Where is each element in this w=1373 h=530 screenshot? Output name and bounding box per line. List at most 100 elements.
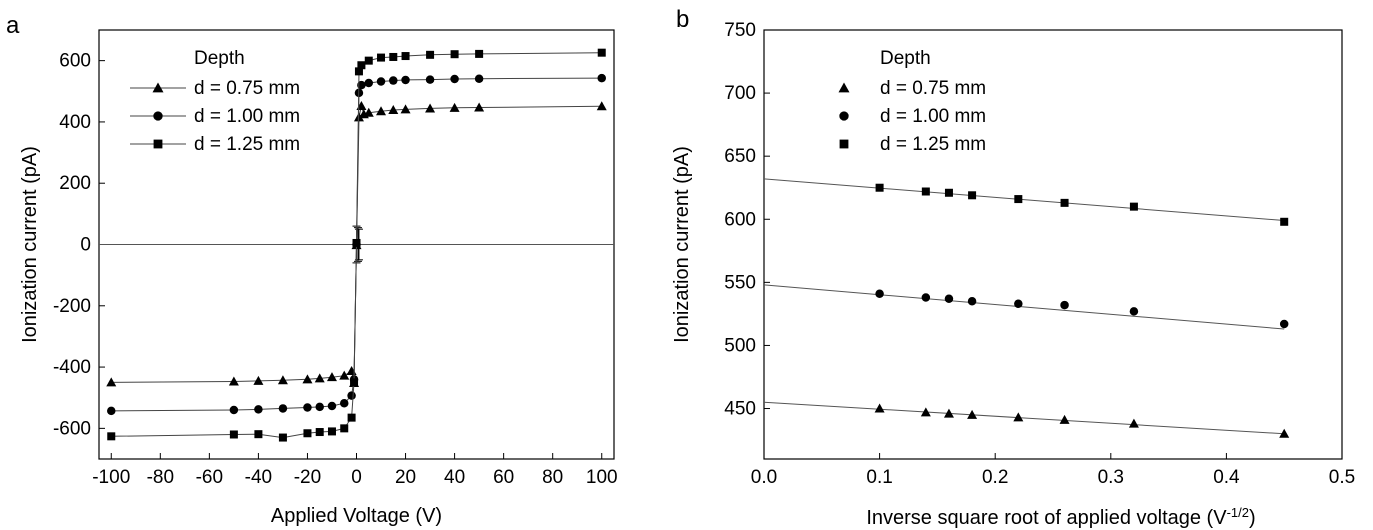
a-series-3-point — [401, 52, 410, 61]
a-y-axis-label: Ionization current (pA) — [19, 146, 41, 343]
a-y-tick-label: 200 — [59, 173, 91, 194]
a-legend-marker — [152, 82, 164, 93]
b-fit-line-2 — [763, 284, 1285, 330]
b-plot-frame — [763, 29, 1343, 460]
b-series-2-point — [1060, 300, 1069, 310]
b-x-tick-label: 0.4 — [1213, 467, 1240, 488]
b-legend-label: d = 1.00 mm — [880, 106, 986, 127]
a-series-2-point — [254, 405, 263, 414]
b-series-1-point — [1128, 418, 1139, 428]
b-y-tick-label: 750 — [724, 20, 756, 41]
b-series-1-point — [1059, 414, 1070, 424]
a-x-tick-label: -40 — [245, 467, 272, 488]
b-x-tick-label: 0.2 — [982, 467, 1008, 488]
a-legend-label: d = 0.75 mm — [194, 78, 300, 99]
a-series-1-point — [388, 104, 399, 114]
b-series-2-point — [1014, 299, 1023, 309]
a-x-tick-label: -60 — [196, 467, 223, 488]
a-y-tick-label: 600 — [59, 51, 91, 72]
a-y-tick-label: 400 — [59, 112, 91, 133]
b-x-tick-label: 0.3 — [1098, 467, 1124, 488]
a-series-2-point — [376, 77, 386, 86]
b-legend-title: Depth — [880, 48, 931, 69]
b-series-3-point — [1014, 195, 1023, 204]
a-x-tick-label: -100 — [92, 467, 130, 488]
a-series-3-point — [450, 50, 459, 59]
a-series-3-point — [475, 49, 484, 58]
a-series-3-point — [426, 50, 435, 59]
a-series-2-point — [339, 398, 349, 408]
a-y-tick-label: -600 — [53, 418, 91, 439]
b-y-tick-label: 600 — [724, 209, 756, 230]
a-series-1-point — [339, 370, 350, 380]
b-series-1-point — [1279, 428, 1290, 438]
a-x-tick-label: 20 — [395, 467, 416, 488]
a-series-3-point — [278, 433, 287, 442]
a-series-2-point — [597, 73, 606, 83]
b-series-1-point — [874, 403, 885, 413]
b-x-axis-label-main: Inverse square root of applied voltage (… — [866, 507, 1227, 529]
a-series-2-point — [389, 76, 398, 85]
a-series-1-point — [449, 102, 460, 112]
b-legend-marker — [839, 139, 849, 149]
a-x-tick-label: 80 — [542, 467, 563, 488]
b-y-tick-label: 650 — [724, 146, 756, 167]
b-series-3-point — [968, 191, 977, 200]
a-series-3-point — [352, 238, 361, 247]
a-series-2-point — [474, 74, 484, 83]
a-legend-label: d = 1.25 mm — [194, 134, 300, 155]
a-series-2-point — [303, 403, 312, 412]
b-series-2-point — [944, 294, 954, 304]
b-x-tick-label: 0.5 — [1329, 467, 1355, 488]
a-y-tick-label: -200 — [53, 296, 91, 317]
b-series-3-point — [1060, 198, 1069, 207]
a-series-3-point — [354, 67, 363, 76]
b-y-axis-label: Ionization current (pA) — [671, 146, 693, 343]
b-legend-label: d = 1.25 mm — [880, 134, 986, 155]
a-series-3-point — [229, 430, 238, 439]
b-series-2-point — [921, 293, 931, 302]
b-x-tick-label: 0.0 — [751, 467, 777, 488]
a-y-tick-label: 0 — [80, 235, 91, 256]
a-series-3-point — [597, 48, 606, 57]
b-series-1-point — [967, 409, 978, 419]
b-legend-marker — [839, 111, 849, 121]
a-series-1-point — [596, 101, 607, 111]
b-series-1-point — [920, 407, 931, 417]
b-y-tick-label: 500 — [724, 335, 756, 356]
a-series-3-point — [377, 53, 386, 62]
a-series-1-point — [474, 102, 485, 112]
a-series-1-point — [376, 106, 387, 116]
b-fit-line-3 — [763, 178, 1285, 222]
b-x-tick-label: 0.1 — [866, 467, 892, 488]
a-series-2-point — [364, 78, 374, 88]
a-series-3-point — [364, 56, 373, 65]
a-series-3-point — [350, 378, 359, 387]
a-series-2-point — [401, 75, 410, 85]
a-x-axis-label: Applied Voltage (V) — [271, 505, 442, 527]
a-series-3-point — [254, 430, 263, 439]
a-series-1-point — [277, 375, 288, 385]
b-series-3-point — [1129, 202, 1138, 211]
a-series-2-point — [327, 401, 337, 411]
a-series-1-point — [314, 373, 325, 383]
b-series-3-point — [921, 187, 930, 196]
a-series-3-point — [107, 432, 116, 441]
b-y-tick-label: 700 — [724, 83, 756, 104]
chart-panel-a: -100 -80 -60 -40 -20 0 20 40 60 80 100-600-400-200… — [19, 29, 618, 527]
a-series-1-point — [346, 366, 357, 376]
a-y-tick-label: -400 — [53, 357, 91, 378]
a-legend-title: Depth — [194, 48, 245, 69]
a-series-3-point — [327, 427, 336, 436]
b-series-3-point — [944, 188, 953, 197]
a-series-2-point — [450, 74, 459, 84]
b-series-2-point — [875, 289, 884, 298]
a-series-1-point — [326, 372, 337, 382]
a-series-1-point — [302, 374, 313, 384]
b-x-axis-label-exponent: -1/2 — [1227, 505, 1249, 520]
b-series-3-point — [1280, 217, 1289, 226]
a-series-1-point — [425, 103, 436, 113]
a-series-2-point — [315, 402, 324, 412]
a-legend-marker — [153, 139, 163, 149]
